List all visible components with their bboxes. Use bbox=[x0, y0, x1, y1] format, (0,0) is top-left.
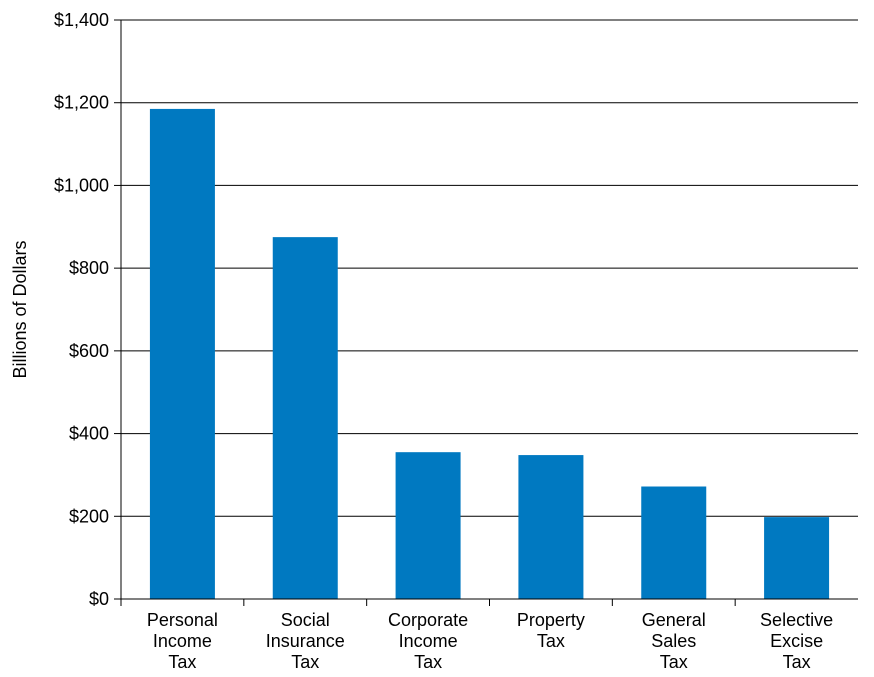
bar bbox=[641, 486, 707, 599]
gridlines bbox=[121, 19, 858, 517]
y-axis-title: Billions of Dollars bbox=[10, 240, 30, 378]
bar bbox=[149, 108, 215, 600]
bar bbox=[272, 237, 338, 599]
y-tick-label: $1,400 bbox=[54, 10, 109, 30]
y-tick-label: $800 bbox=[69, 258, 109, 278]
y-tick-label: $0 bbox=[89, 589, 109, 609]
bars bbox=[149, 108, 830, 600]
x-category-label: General Sales Tax bbox=[642, 610, 706, 672]
x-category-label: Property Tax bbox=[517, 610, 585, 651]
x-category-label: Personal Income Tax bbox=[147, 610, 218, 672]
bar bbox=[518, 455, 584, 599]
axes bbox=[114, 19, 858, 606]
y-tick-label: $1,000 bbox=[54, 175, 109, 195]
y-tick-label: $200 bbox=[69, 506, 109, 526]
x-category-labels: Personal Income Tax Social Insurance Tax Corpo… bbox=[147, 610, 833, 672]
x-category-label: Corporate Income Tax bbox=[388, 610, 468, 672]
y-tick-label: $400 bbox=[69, 424, 109, 444]
y-tick-label: $600 bbox=[69, 341, 109, 361]
y-tick-labels: $0 $200 $400 $600 $800 $1,000 $1,200 $1,400 bbox=[54, 10, 109, 609]
x-category-label: Social Insurance Tax bbox=[266, 610, 345, 672]
bar bbox=[395, 452, 461, 599]
x-category-label: Selective Excise Tax bbox=[760, 610, 833, 672]
y-tick-label: $1,200 bbox=[54, 93, 109, 113]
bar bbox=[764, 517, 830, 599]
